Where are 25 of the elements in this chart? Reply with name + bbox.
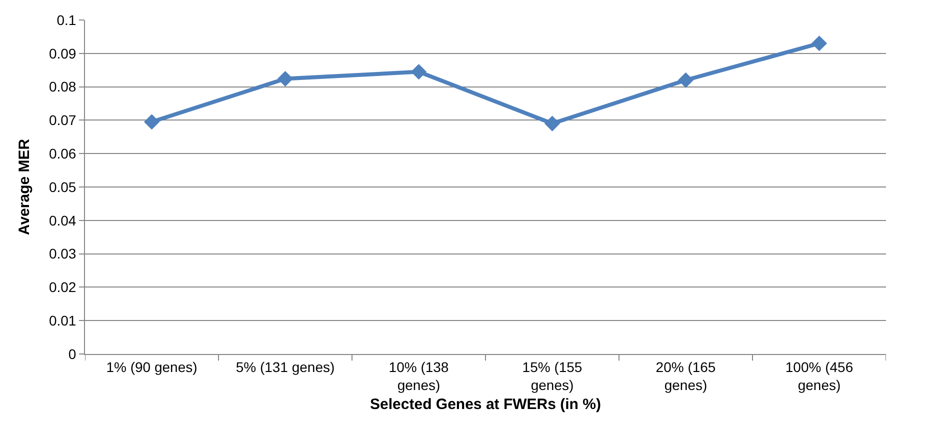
y-tick-label: 0.09 [48, 45, 76, 62]
y-tick-label: 0.07 [48, 112, 76, 128]
point [544, 116, 560, 132]
point [811, 36, 828, 52]
x-axis-title: Selected Genes at FWERs (in %) [370, 396, 601, 413]
y-tick-label: 0.02 [48, 279, 76, 296]
y-tick-label: 0.03 [48, 246, 76, 262]
y-tick-label: 0.08 [48, 78, 76, 95]
point [144, 114, 160, 130]
y-tick-label: 0.01 [48, 312, 76, 328]
x-tick-label: 5% (131 genes) [236, 358, 335, 375]
y-axis-title: Average MER [16, 138, 34, 236]
point [410, 64, 427, 80]
x-tick-label: 15% (155 genes) [522, 358, 582, 393]
x-tick-label: 100% (456 genes) [785, 358, 854, 393]
y-tick-label: 0.04 [48, 212, 76, 228]
x-tick-label: 10% (138 genes) [388, 358, 449, 393]
x-tick-label: 20% (165 genes) [656, 358, 716, 393]
point [678, 72, 694, 88]
y-tick-label: 0.1 [56, 12, 76, 28]
y-tick-label: 0 [68, 346, 76, 362]
point [277, 70, 294, 87]
y-tick-label: 0.06 [48, 146, 76, 162]
x-tick-label: 1% (90 genes) [106, 358, 198, 375]
y-tick-label: 0.05 [48, 178, 76, 195]
